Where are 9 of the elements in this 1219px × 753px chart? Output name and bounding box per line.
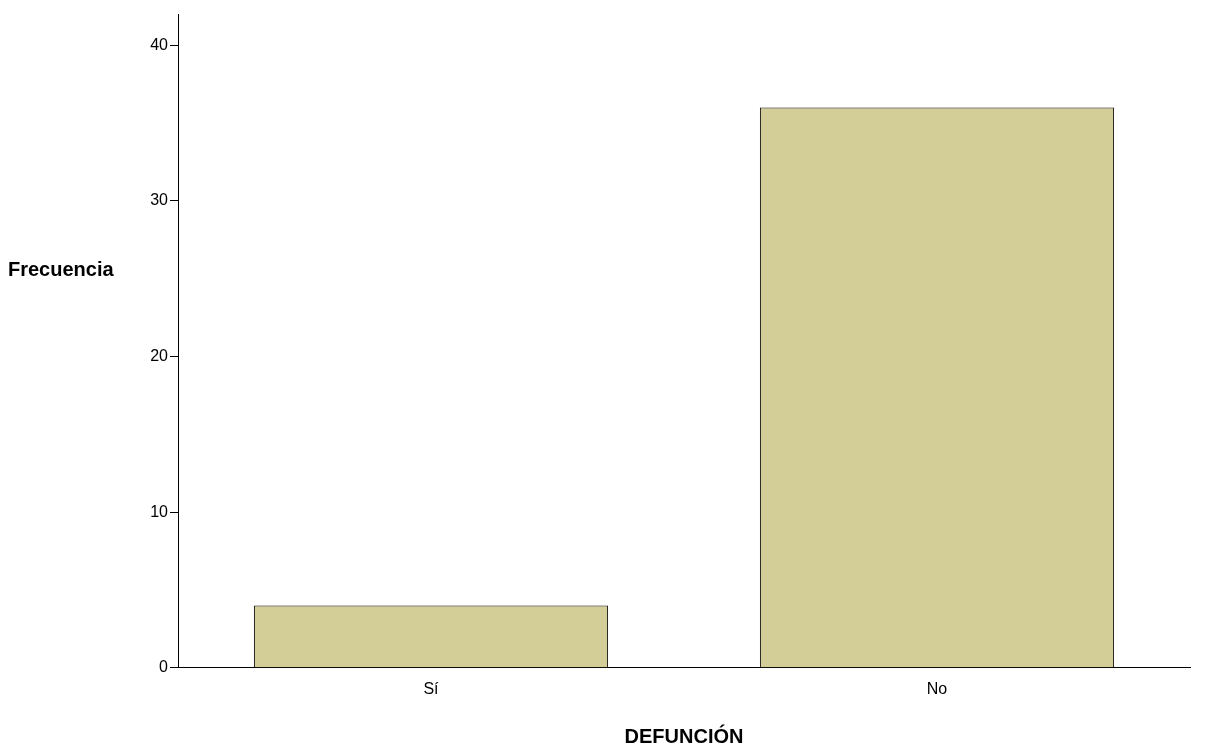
y-tick-label: 10 [150, 502, 169, 520]
x-tick-label: No [926, 679, 948, 697]
y-tick-label: 20 [150, 346, 169, 364]
x-tick-label: Sí [423, 679, 440, 697]
y-tick-label: 30 [150, 191, 169, 209]
x-axis-title: DEFUNCIÓN [624, 723, 744, 747]
y-tick-label: 40 [150, 35, 169, 53]
y-tick-label: 0 [159, 658, 169, 676]
y-axis-title: Frecuencia [8, 258, 114, 281]
